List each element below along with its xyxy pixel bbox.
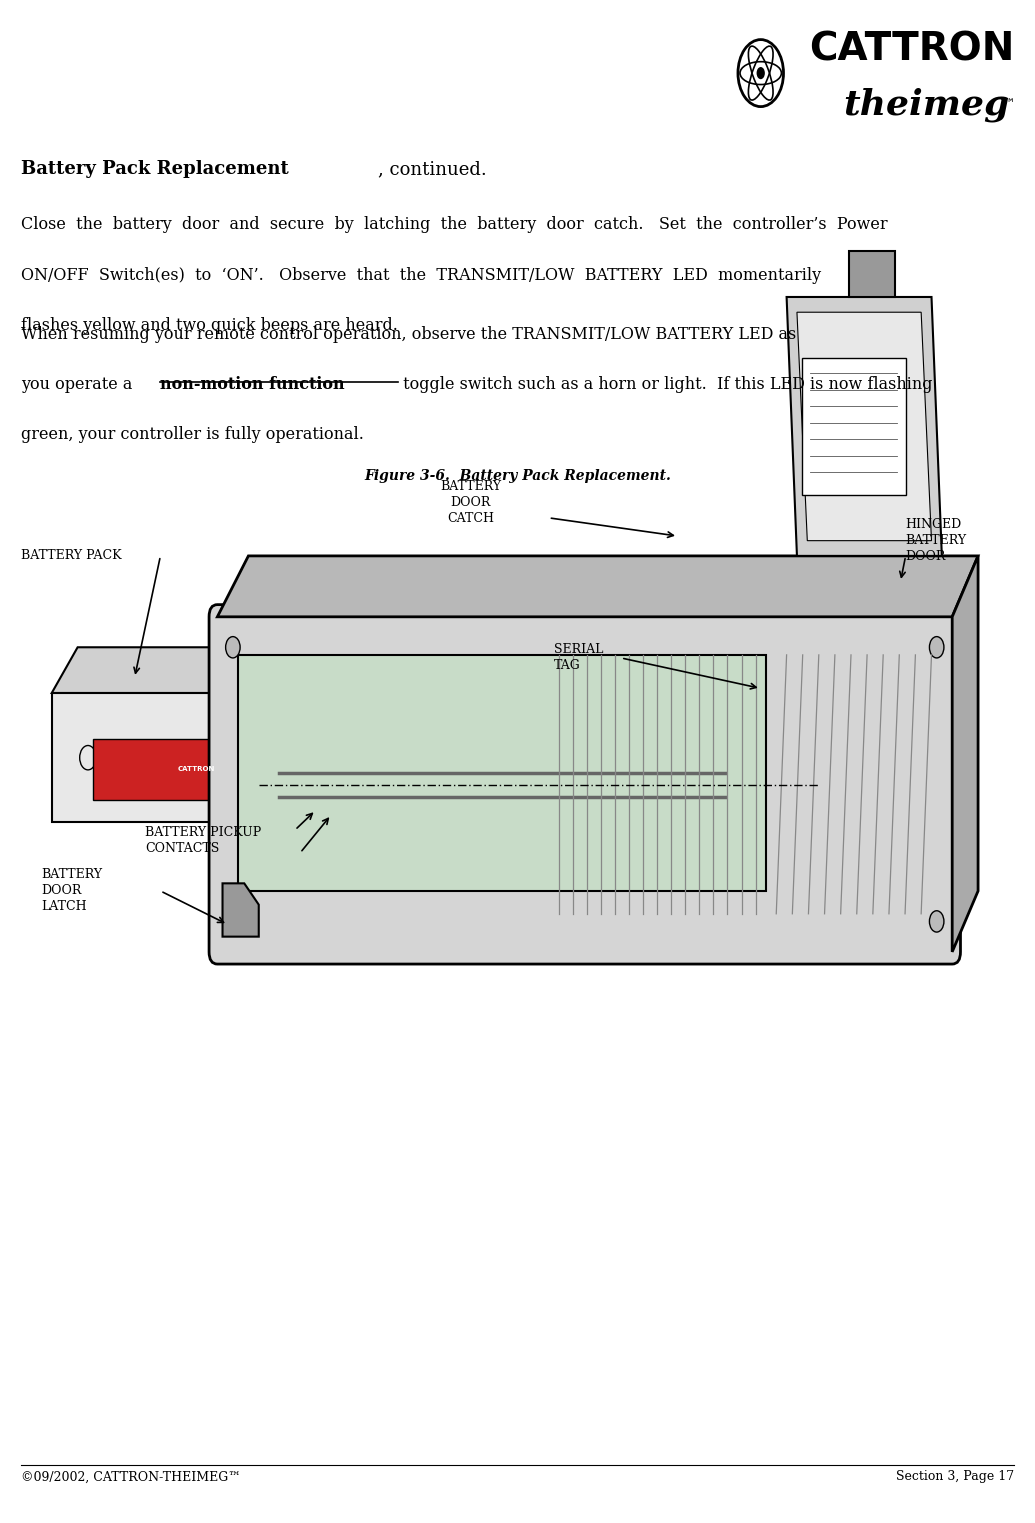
FancyBboxPatch shape — [93, 739, 300, 800]
FancyBboxPatch shape — [52, 693, 342, 822]
Text: ™: ™ — [1002, 97, 1014, 111]
Text: you operate a: you operate a — [21, 376, 138, 393]
Text: non-motion function: non-motion function — [160, 376, 345, 393]
Text: BATTERY
DOOR
CATCH: BATTERY DOOR CATCH — [440, 480, 502, 525]
Text: Section 3, Page 17: Section 3, Page 17 — [896, 1470, 1014, 1483]
Circle shape — [757, 67, 765, 79]
Text: Figure 3-6.  Battery Pack Replacement.: Figure 3-6. Battery Pack Replacement. — [364, 469, 671, 483]
FancyBboxPatch shape — [209, 605, 960, 964]
Text: toggle switch such as a horn or light.  If this LED is now flashing: toggle switch such as a horn or light. I… — [398, 376, 933, 393]
Circle shape — [929, 637, 944, 658]
Polygon shape — [952, 556, 978, 952]
Circle shape — [226, 911, 240, 932]
Text: , continued.: , continued. — [378, 160, 486, 178]
Text: BATTERY
DOOR
LATCH: BATTERY DOOR LATCH — [41, 868, 102, 914]
Text: ©09/2002, CATTRON-THEIMEG™: ©09/2002, CATTRON-THEIMEG™ — [21, 1470, 240, 1483]
Polygon shape — [223, 883, 259, 937]
Text: When resuming your remote control operation, observe the TRANSMIT/LOW BATTERY LE: When resuming your remote control operat… — [21, 326, 796, 343]
Text: CATTRON: CATTRON — [809, 30, 1014, 69]
FancyBboxPatch shape — [802, 358, 906, 495]
Polygon shape — [787, 297, 942, 556]
Text: green, your controller is fully operational.: green, your controller is fully operatio… — [21, 426, 363, 443]
Text: BATTERY PACK: BATTERY PACK — [21, 550, 121, 562]
Polygon shape — [797, 312, 932, 541]
Text: Close  the  battery  door  and  secure  by  latching  the  battery  door  catch.: Close the battery door and secure by lat… — [21, 216, 887, 233]
Text: CATTRON: CATTRON — [178, 766, 215, 772]
Text: BATTERY PICKUP
CONTACTS: BATTERY PICKUP CONTACTS — [145, 825, 261, 856]
Text: SERIAL
TAG: SERIAL TAG — [554, 643, 603, 673]
FancyBboxPatch shape — [238, 655, 766, 891]
Text: Battery Pack Replacement: Battery Pack Replacement — [21, 160, 289, 178]
Circle shape — [226, 637, 240, 658]
Polygon shape — [217, 556, 978, 617]
Text: flashes yellow and two quick beeps are heard.: flashes yellow and two quick beeps are h… — [21, 317, 397, 334]
Text: ON/OFF  Switch(es)  to  ‘ON’.   Observe  that  the  TRANSMIT/LOW  BATTERY  LED  : ON/OFF Switch(es) to ‘ON’. Observe that … — [21, 267, 821, 283]
FancyBboxPatch shape — [849, 251, 895, 297]
Text: theimeg: theimeg — [842, 87, 1009, 122]
Polygon shape — [342, 647, 367, 822]
Text: HINGED
BATTERY
DOOR: HINGED BATTERY DOOR — [906, 518, 967, 564]
Circle shape — [929, 911, 944, 932]
Polygon shape — [52, 647, 367, 693]
